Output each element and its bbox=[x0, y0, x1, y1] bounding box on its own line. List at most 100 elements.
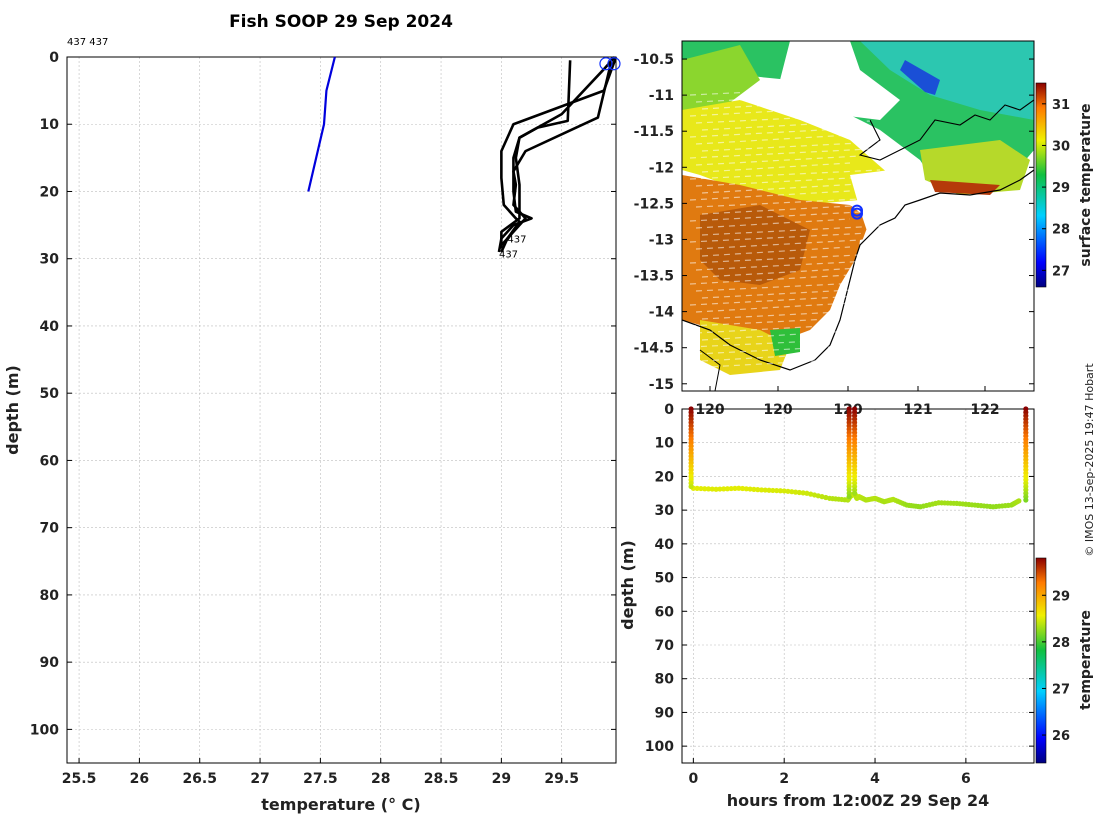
section-colorbar-tick-label: 28 bbox=[1052, 636, 1070, 651]
map-scan-line bbox=[701, 141, 881, 152]
map-scan-line bbox=[695, 176, 871, 187]
map-scan-line bbox=[695, 155, 861, 166]
map-scan-line bbox=[689, 253, 881, 264]
map-x-tick-label: 120 bbox=[763, 402, 792, 418]
map-scan-line bbox=[701, 99, 861, 110]
section-colorbar-tick-label: 27 bbox=[1052, 682, 1070, 697]
section-x-tick-label: 2 bbox=[779, 771, 789, 787]
section-track-point bbox=[1016, 498, 1022, 504]
map-colorbar bbox=[1035, 82, 1047, 288]
map-scan-line bbox=[689, 337, 881, 348]
profile-y-tick-label: 10 bbox=[40, 117, 60, 133]
profile-ids-label: 437 437 bbox=[67, 37, 108, 48]
profile-x-tick-label: 29 bbox=[492, 771, 511, 787]
section-track-point bbox=[777, 488, 784, 494]
section-track-point bbox=[758, 487, 765, 493]
map-colorbar-tick-label: 28 bbox=[1052, 223, 1070, 238]
section-x-tick-label: 0 bbox=[688, 771, 698, 787]
section-y-tick-label: 100 bbox=[645, 739, 674, 755]
profile-x-tick-label: 26.5 bbox=[182, 771, 217, 787]
figure-title: Fish SOOP 29 Sep 2024 bbox=[229, 12, 453, 32]
map-green-patch bbox=[682, 45, 760, 110]
temperature-profile-plot: 25.5 26 26.5 27 27.5 28 28.5 29 29.5 0 10 20 30 40 50… bbox=[3, 50, 621, 814]
section-y-tick-label: 30 bbox=[655, 503, 675, 519]
profile-x-tick-label: 27 bbox=[250, 771, 269, 787]
profile-x-tick-label: 27.5 bbox=[303, 771, 338, 787]
map-scan-line bbox=[701, 309, 881, 320]
map-scan-line bbox=[701, 225, 881, 236]
map-scan-line bbox=[695, 281, 881, 292]
map-south-yellow bbox=[700, 320, 790, 375]
map-colorbar-tick-label: 27 bbox=[1052, 264, 1070, 279]
profile-y-tick-label: 0 bbox=[49, 50, 59, 66]
section-track-point bbox=[698, 485, 704, 492]
map-y-tick-label: -14 bbox=[649, 305, 675, 321]
profile-x-tick-label: 29.5 bbox=[544, 771, 579, 787]
map-frame bbox=[681, 40, 1035, 392]
profile-series-cast-2 bbox=[500, 56, 618, 253]
section-y-tick-label: 70 bbox=[655, 638, 675, 654]
map-scan-line bbox=[695, 113, 881, 124]
section-track-point bbox=[732, 485, 738, 491]
map-y-tick-label: -13 bbox=[649, 232, 674, 248]
map-scan-line bbox=[695, 344, 871, 355]
map-y-tick-label: -14.5 bbox=[634, 341, 674, 357]
profile-annotation: 437 bbox=[499, 249, 518, 260]
section-track-point bbox=[717, 486, 723, 492]
profile-y-tick-label: 100 bbox=[30, 722, 59, 738]
section-y-tick-label: 20 bbox=[655, 469, 675, 485]
map-scan-line bbox=[695, 197, 881, 208]
profile-y-axis-label: depth (m) bbox=[3, 365, 22, 455]
profile-x-tick-label: 28 bbox=[371, 771, 390, 787]
section-track-point bbox=[702, 486, 708, 492]
map-scan-line bbox=[689, 190, 851, 201]
map-x-tick-label: 120 bbox=[695, 402, 724, 418]
section-track-point bbox=[781, 488, 787, 494]
map-colorbar-tick-label: 29 bbox=[1052, 181, 1070, 196]
map-scan-line bbox=[695, 92, 871, 103]
section-track-point bbox=[796, 489, 802, 496]
section-y-tick-label: 80 bbox=[655, 672, 675, 688]
profile-y-tick-label: 80 bbox=[40, 588, 60, 604]
map-scan-line bbox=[701, 351, 861, 362]
map-y-tick-label: -12.5 bbox=[634, 196, 674, 212]
section-y-tick-label: 50 bbox=[655, 571, 675, 587]
profile-series-cast-1 bbox=[497, 60, 572, 253]
map-scan-line bbox=[689, 106, 851, 117]
section-track-point bbox=[713, 486, 719, 492]
section-track-point bbox=[792, 489, 799, 495]
section-track-point bbox=[709, 486, 715, 492]
map-north-cool-water bbox=[860, 41, 1034, 120]
surface-marker-circle bbox=[599, 57, 613, 71]
section-colorbar-tick-label: 29 bbox=[1052, 589, 1070, 604]
map-cloud-coast bbox=[850, 170, 930, 240]
map-y-tick-label: -11.5 bbox=[634, 124, 674, 140]
section-track-point bbox=[728, 485, 734, 492]
profile-y-tick-label: 30 bbox=[40, 252, 60, 268]
section-track-point bbox=[705, 486, 712, 492]
map-cloud-north bbox=[780, 41, 900, 120]
map-scan-line bbox=[701, 246, 851, 257]
surface-marker-circle bbox=[607, 57, 621, 71]
map-colorbar-label: surface temperature bbox=[1078, 103, 1094, 266]
profile-y-tick-label: 40 bbox=[40, 319, 60, 335]
map-y-tick-label: -12 bbox=[649, 160, 674, 176]
section-x-axis-label: hours from 12:00Z 29 Sep 24 bbox=[727, 791, 989, 810]
map-cold-patch bbox=[900, 60, 940, 95]
map-scan-line bbox=[689, 358, 851, 369]
map-y-tick-label: -13.5 bbox=[634, 269, 674, 285]
section-cast-point bbox=[1023, 497, 1029, 503]
map-east-warm-strip bbox=[930, 180, 1000, 195]
map-colorbar-tick-label: 30 bbox=[1052, 139, 1070, 154]
section-track-point bbox=[774, 487, 780, 494]
map-south-green-patch bbox=[770, 328, 800, 356]
section-track-point bbox=[743, 486, 749, 492]
credit-text: © IMOS 13-Sep-2025 19:47 Hobart bbox=[1083, 363, 1096, 557]
map-scan-line bbox=[701, 330, 851, 341]
map-scan-line bbox=[689, 316, 871, 327]
map-coastline bbox=[682, 169, 1034, 371]
map-y-tick-label: -15 bbox=[649, 377, 674, 393]
section-y-axis-label: depth (m) bbox=[618, 540, 637, 630]
map-scan-line bbox=[695, 134, 851, 145]
map-warm-core bbox=[700, 205, 810, 285]
